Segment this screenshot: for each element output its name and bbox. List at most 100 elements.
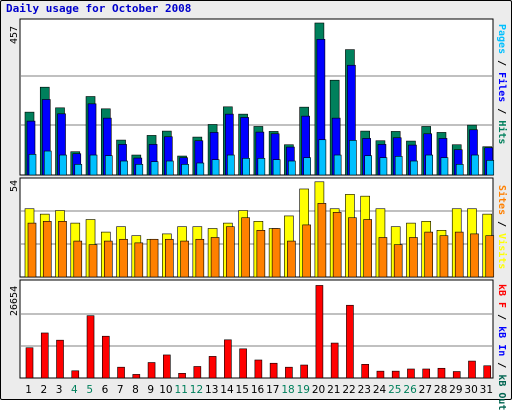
pages-bar <box>425 154 434 176</box>
pages-bar <box>28 154 37 176</box>
day-label: 9 <box>147 384 154 396</box>
day-label: 11 <box>175 384 188 396</box>
day-label: 29 <box>449 384 462 396</box>
pages-bar <box>333 154 342 176</box>
day-label: 13 <box>205 384 218 396</box>
kb-f-bar <box>361 364 369 379</box>
kb-f-bar <box>300 364 308 379</box>
legend-text: / <box>496 356 507 375</box>
pages-bar <box>150 161 159 176</box>
day-label: 30 <box>464 384 477 396</box>
day-label: 1 <box>25 384 32 396</box>
kb-f-bar <box>132 374 141 379</box>
day-label: 15 <box>236 384 249 396</box>
kb-f-bar <box>330 342 339 379</box>
bottom-panel-legend: kB F / kB In / kB Out <box>496 284 507 410</box>
middle-panel-legend: Sites / Visits <box>496 185 507 269</box>
sites-bar <box>409 237 418 278</box>
sites-bar <box>287 240 296 278</box>
kb-f-bar <box>254 359 263 379</box>
pages-bar <box>59 154 67 176</box>
day-label: 8 <box>132 384 139 396</box>
pages-bar <box>135 164 144 176</box>
pages-bar <box>394 156 403 176</box>
kb-f-bar <box>468 360 476 379</box>
kb-f-bar <box>422 368 431 379</box>
pages-bar <box>486 160 495 176</box>
legend-text: / <box>496 308 507 327</box>
chart-title: Daily usage for October 2008 <box>6 2 192 15</box>
top-panel-max-label: 457 <box>9 25 20 44</box>
day-label: 14 <box>220 384 234 396</box>
legend-text: Files <box>496 72 507 103</box>
sites-bar <box>332 212 342 278</box>
kb-f-bar <box>147 362 156 379</box>
pages-bar <box>181 164 189 176</box>
day-label: 6 <box>102 384 109 396</box>
pages-bar <box>288 160 296 176</box>
sites-bar <box>378 237 388 278</box>
pages-bar <box>379 157 388 176</box>
middle-panel-max-label: 54 <box>9 179 20 192</box>
sites-bar <box>119 238 128 278</box>
day-label: 24 <box>373 384 387 396</box>
day-label: 17 <box>266 384 279 396</box>
kb-f-bar <box>285 366 293 379</box>
pages-bar <box>257 158 266 176</box>
day-label: 22 <box>342 384 355 396</box>
sites-bar <box>42 221 52 278</box>
sites-bar <box>226 226 235 278</box>
pages-bar <box>89 154 98 176</box>
kb-f-bar <box>56 339 64 379</box>
sites-bar <box>424 231 434 278</box>
sites-bar <box>393 244 403 278</box>
sites-bar <box>165 238 174 278</box>
kb-f-bar <box>193 366 202 379</box>
pages-bar <box>74 164 83 176</box>
kb-f-bar <box>163 354 171 379</box>
pages-bar <box>104 155 113 176</box>
pages-bar <box>364 155 372 176</box>
day-label: 28 <box>434 384 447 396</box>
day-label: 21 <box>327 384 340 396</box>
day-label: 16 <box>251 384 265 396</box>
legend-text: Visits <box>496 233 507 270</box>
kb-f-bar <box>208 356 217 379</box>
pages-bar <box>166 160 174 176</box>
sites-bar <box>210 237 220 278</box>
kb-f-bar <box>346 304 354 379</box>
sites-bar <box>363 219 372 278</box>
legend-text: / <box>496 215 507 234</box>
kb-f-bar <box>224 339 232 379</box>
day-label: 18 <box>281 384 294 396</box>
sites-bar <box>58 221 67 278</box>
kb-f-bar <box>86 315 95 379</box>
kb-f-bar <box>315 285 324 379</box>
kb-f-bar <box>269 362 278 379</box>
sites-bar <box>485 235 495 278</box>
pages-bar <box>471 154 479 176</box>
kb-f-bar <box>452 371 461 379</box>
pages-bar <box>227 154 235 176</box>
kb-f-bar <box>178 373 186 379</box>
sites-bar <box>149 238 159 278</box>
usage-chart: 1 2 3 4 5 6 7 8 9 10 11 12 13 14 15 16 17 18 19 20 21 22 23 24 2… <box>19 18 495 396</box>
kb-f-bar <box>391 370 400 379</box>
sites-bar <box>256 229 266 278</box>
day-label: 23 <box>358 384 371 396</box>
pages-bar <box>120 160 128 176</box>
day-label: 20 <box>312 384 325 396</box>
day-label: 31 <box>480 384 493 396</box>
day-label: 7 <box>117 384 124 396</box>
sites-bar <box>241 217 250 278</box>
bottom-panel-max-label: 26654 <box>9 285 20 316</box>
day-label: 10 <box>159 384 172 396</box>
legend-text: kB F <box>496 284 507 309</box>
sites-bar <box>180 240 189 278</box>
day-label: 26 <box>403 384 417 396</box>
sites-bar <box>470 233 479 278</box>
day-label: 3 <box>56 384 63 396</box>
day-label: 4 <box>71 384 78 396</box>
legend-text: / <box>496 54 507 73</box>
day-label: 19 <box>297 384 310 396</box>
